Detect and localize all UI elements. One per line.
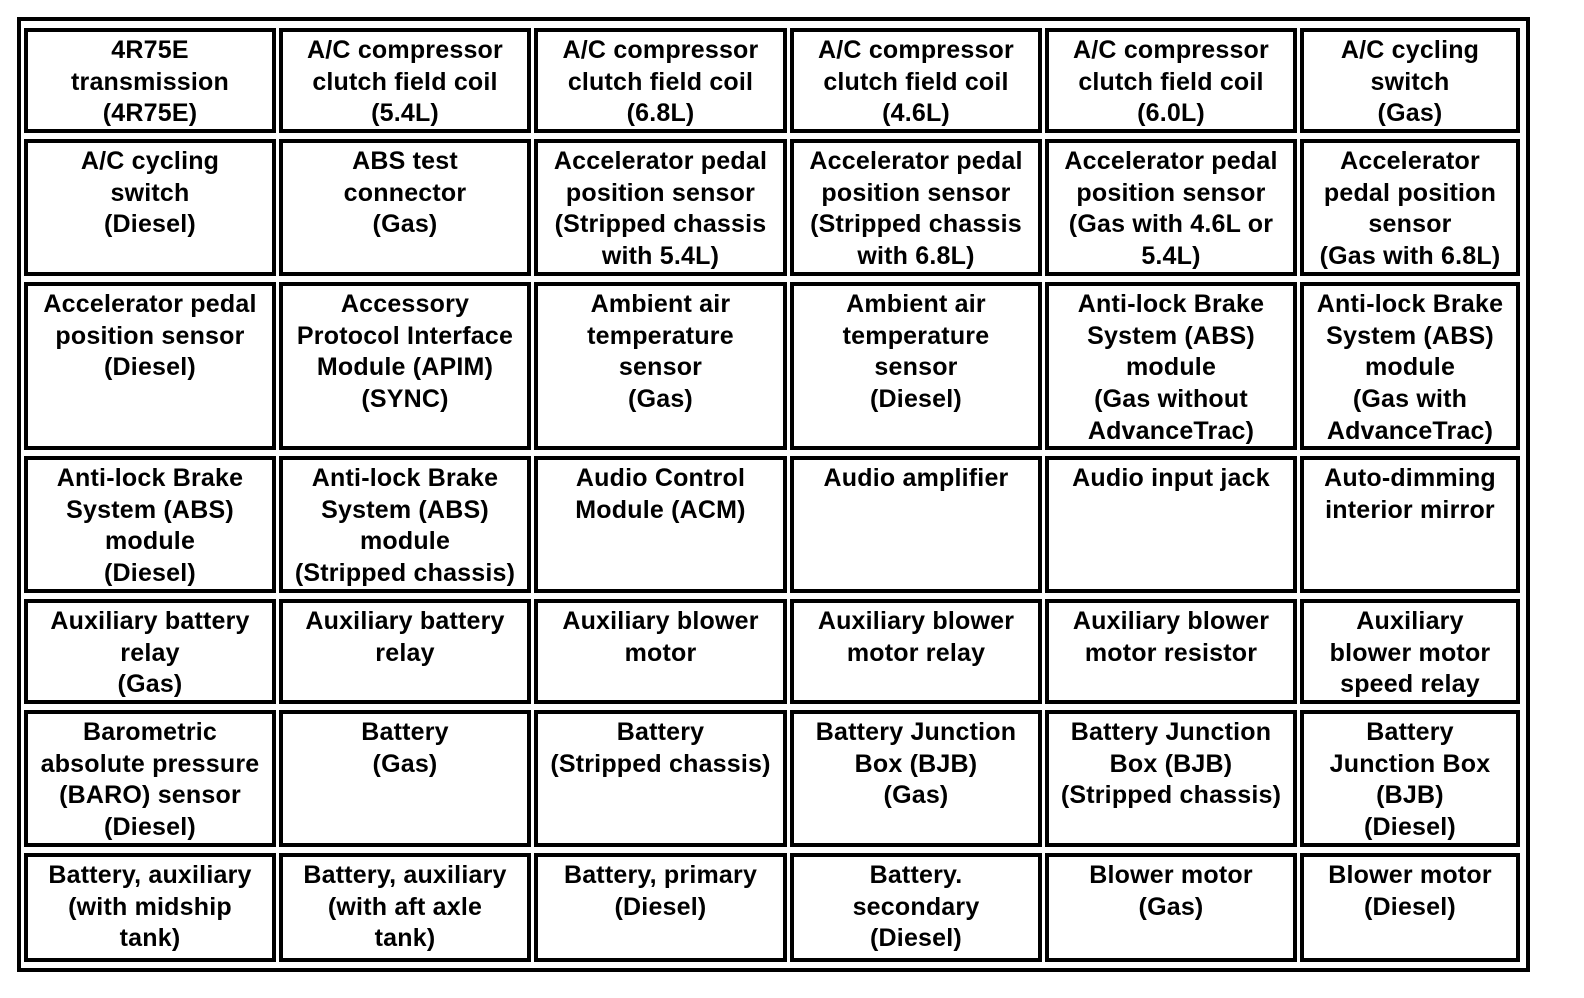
table-cell: Accelerator pedal position sensor (Gas w… — [1300, 139, 1520, 276]
table-cell: Ambient air temperature sensor (Gas) — [534, 282, 787, 450]
cell-label: Battery, auxiliary (with aft axle tank) — [303, 861, 507, 953]
cell-label: Accelerator pedal position sensor (Gas w… — [1319, 147, 1501, 271]
cell-label: Battery, primary (Diesel) — [563, 861, 758, 921]
cell-label: Anti-lock Brake System (ABS) module (Gas… — [1077, 290, 1265, 445]
table-cell: Auxiliary blower motor resistor — [1045, 599, 1297, 704]
cell-label: 4R75E transmission (4R75E) — [70, 36, 229, 128]
table-cell: Accelerator pedal position sensor (Strip… — [534, 139, 787, 276]
table-cell: A/C compressor clutch field coil (4.6L) — [790, 28, 1042, 133]
cell-label: Anti-lock Brake System (ABS) module (Str… — [294, 464, 516, 588]
table-cell: A/C cycling switch (Gas) — [1300, 28, 1520, 133]
cell-label: Battery (Stripped chassis) — [550, 718, 771, 778]
cell-label: Anti-lock Brake System (ABS) module (Gas… — [1316, 290, 1504, 445]
cell-label: Auto-dimming interior mirror — [1324, 464, 1496, 524]
table-cell: Battery, auxiliary (with midship tank) — [24, 853, 276, 962]
cell-label: Barometric absolute pressure (BARO) sens… — [40, 718, 260, 842]
cell-label: Battery (Gas) — [361, 718, 449, 778]
table-cell: Auxiliary blower motor relay — [790, 599, 1042, 704]
table-cell: Auxiliary blower motor speed relay — [1300, 599, 1520, 704]
cell-label: Auxiliary battery relay (Gas) — [50, 607, 250, 699]
table-cell: Accelerator pedal position sensor (Strip… — [790, 139, 1042, 276]
table-cell: A/C compressor clutch field coil (6.8L) — [534, 28, 787, 133]
cell-label: Blower motor (Gas) — [1089, 861, 1253, 921]
table-cell: Battery Junction Box (BJB) (Stripped cha… — [1045, 710, 1297, 847]
table-cell: Audio Control Module (ACM) — [534, 456, 787, 593]
table-cell: ABS test connector (Gas) — [279, 139, 531, 276]
cell-label: Battery Junction Box (BJB) (Diesel) — [1329, 718, 1491, 842]
table-cell: Audio input jack — [1045, 456, 1297, 593]
table-cell: Anti-lock Brake System (ABS) module (Gas… — [1045, 282, 1297, 450]
table-cell: Auxiliary battery relay — [279, 599, 531, 704]
cell-label: A/C compressor clutch field coil (6.8L) — [562, 36, 759, 128]
cell-label: Ambient air temperature sensor (Diesel) — [842, 290, 990, 414]
cell-label: ABS test connector (Gas) — [343, 147, 467, 239]
table-cell: Battery Junction Box (BJB) (Gas) — [790, 710, 1042, 847]
cell-label: Battery Junction Box (BJB) (Stripped cha… — [1060, 718, 1282, 810]
cell-label: Battery Junction Box (BJB) (Gas) — [815, 718, 1017, 810]
table-cell: Auxiliary battery relay (Gas) — [24, 599, 276, 704]
cell-label: Audio Control Module (ACM) — [575, 464, 746, 524]
table-cell: Ambient air temperature sensor (Diesel) — [790, 282, 1042, 450]
cell-label: Ambient air temperature sensor (Gas) — [587, 290, 734, 414]
cell-label: A/C compressor clutch field coil (4.6L) — [818, 36, 1014, 128]
cell-label: Battery, auxiliary (with midship tank) — [48, 861, 252, 953]
cell-label: Accessory Protocol Interface Module (API… — [296, 290, 514, 414]
table-cell: Anti-lock Brake System (ABS) module (Gas… — [1300, 282, 1520, 450]
cell-label: Battery. secondary (Diesel) — [852, 861, 980, 953]
table-cell: Accelerator pedal position sensor (Gas w… — [1045, 139, 1297, 276]
table-cell: Blower motor (Gas) — [1045, 853, 1297, 962]
table-cell: Anti-lock Brake System (ABS) module (Str… — [279, 456, 531, 593]
cell-label: A/C cycling switch (Diesel) — [80, 147, 220, 239]
cell-label: Auxiliary blower motor speed relay — [1329, 607, 1491, 699]
table-cell: 4R75E transmission (4R75E) — [24, 28, 276, 133]
cell-label: Auxiliary blower motor resistor — [1072, 607, 1270, 667]
cell-label: Accelerator pedal position sensor (Diese… — [43, 290, 257, 382]
cell-label: Accelerator pedal position sensor (Strip… — [809, 147, 1023, 271]
table-cell: Auxiliary blower motor — [534, 599, 787, 704]
table-cell: Battery (Stripped chassis) — [534, 710, 787, 847]
table-cell: Battery (Gas) — [279, 710, 531, 847]
table-cell: A/C compressor clutch field coil (5.4L) — [279, 28, 531, 133]
cell-label: Blower motor (Diesel) — [1328, 861, 1492, 921]
table-cell: Battery Junction Box (BJB) (Diesel) — [1300, 710, 1520, 847]
cell-label: A/C compressor clutch field coil (5.4L) — [307, 36, 503, 128]
table-cell: Barometric absolute pressure (BARO) sens… — [24, 710, 276, 847]
table-cell: Auto-dimming interior mirror — [1300, 456, 1520, 593]
table-cell: Battery, primary (Diesel) — [534, 853, 787, 962]
table-cell: Battery. secondary (Diesel) — [790, 853, 1042, 962]
cell-label: Audio input jack — [1072, 464, 1270, 492]
cell-label: A/C compressor clutch field coil (6.0L) — [1073, 36, 1269, 128]
table-cell: Accessory Protocol Interface Module (API… — [279, 282, 531, 450]
cell-label: Anti-lock Brake System (ABS) module (Die… — [56, 464, 244, 588]
cell-label: Accelerator pedal position sensor (Gas w… — [1064, 147, 1278, 271]
cell-label: Auxiliary battery relay — [305, 607, 505, 667]
table-cell: Accelerator pedal position sensor (Diese… — [24, 282, 276, 450]
table-cell: A/C compressor clutch field coil (6.0L) — [1045, 28, 1297, 133]
table-cell: A/C cycling switch (Diesel) — [24, 139, 276, 276]
table-cell: Blower motor (Diesel) — [1300, 853, 1520, 962]
cell-label: Audio amplifier — [823, 464, 1009, 492]
table-cell: Anti-lock Brake System (ABS) module (Die… — [24, 456, 276, 593]
table-cell: Audio amplifier — [790, 456, 1042, 593]
cell-label: Accelerator pedal position sensor (Strip… — [553, 147, 768, 271]
cell-label: Auxiliary blower motor — [562, 607, 759, 667]
cell-label: A/C cycling switch (Gas) — [1340, 36, 1480, 128]
table-cell: Battery, auxiliary (with aft axle tank) — [279, 853, 531, 962]
cell-label: Auxiliary blower motor relay — [817, 607, 1015, 667]
